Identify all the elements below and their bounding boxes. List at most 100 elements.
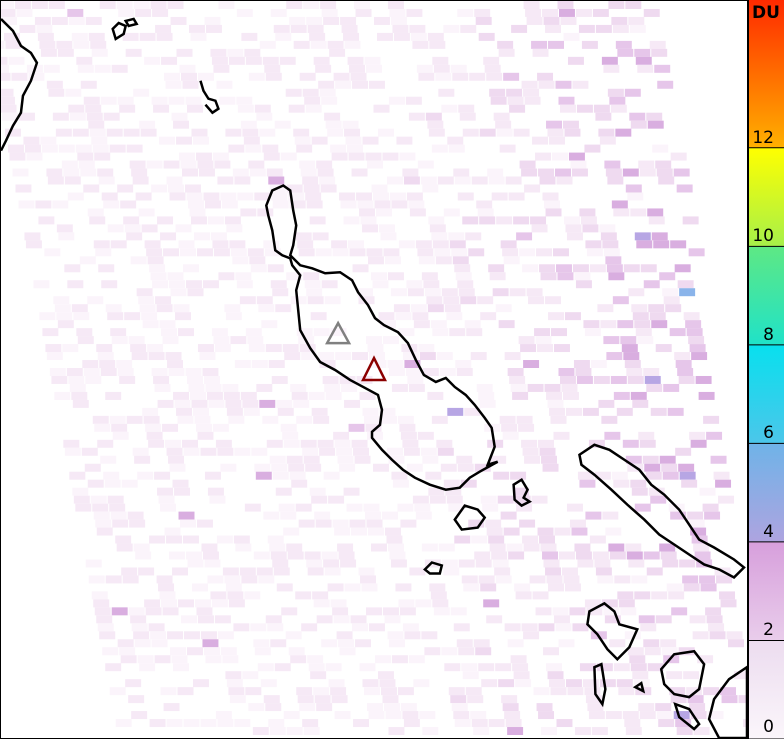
so2-pixel [359, 208, 375, 217]
so2-pixel [465, 232, 482, 241]
so2-pixel [328, 679, 345, 688]
so2-pixel [646, 112, 663, 121]
so2-pixel [168, 368, 185, 376]
so2-pixel [232, 168, 249, 177]
so2-pixel [446, 312, 463, 321]
so2-pixel [486, 72, 503, 81]
so2-pixel [422, 727, 439, 736]
so2-pixel [163, 160, 180, 169]
so2-pixel [669, 687, 686, 696]
so2-pixel [349, 64, 366, 73]
so2-pixel [431, 144, 448, 153]
so2-pixel [219, 96, 236, 105]
so2-pixel [66, 368, 83, 376]
so2-pixel [564, 128, 581, 137]
so2-pixel [386, 535, 403, 544]
so2-pixel [147, 256, 164, 265]
so2-pixel [362, 679, 379, 688]
so2-pixel [530, 216, 547, 225]
so2-pixel [539, 535, 556, 544]
so2-pixel [547, 399, 564, 408]
so2-pixel [450, 695, 467, 704]
coastline-islet [199, 80, 220, 115]
so2-pixel [229, 695, 246, 704]
so2-pixel [75, 503, 92, 512]
so2-pixel [742, 719, 747, 728]
so2-pixel [542, 8, 559, 17]
so2-pixel [164, 72, 181, 81]
so2-pixel [131, 168, 148, 177]
so2-pixel [337, 543, 354, 552]
so2-pixel [200, 719, 217, 728]
so2-pixel [448, 687, 465, 696]
so2-pixel [226, 407, 243, 416]
so2-pixel [319, 88, 336, 97]
so2-pixel [666, 583, 683, 592]
so2-pixel [272, 288, 289, 297]
so2-pixel [657, 80, 674, 89]
so2-pixel [250, 623, 267, 632]
so2-pixel [171, 655, 188, 664]
so2-pixel [374, 200, 391, 209]
so2-pixel [161, 328, 178, 337]
so2-pixel [600, 320, 617, 329]
so2-pixel [257, 663, 274, 672]
so2-pixel [36, 24, 53, 33]
so2-pixel [68, 104, 85, 113]
so2-pixel [332, 519, 349, 528]
so2-pixel [640, 623, 657, 632]
so2-pixel [638, 703, 655, 712]
so2-pixel [234, 176, 251, 185]
so2-pixel [533, 687, 550, 696]
so2-pixel [649, 40, 666, 49]
so2-pixel [94, 152, 111, 161]
so2-pixel [574, 272, 591, 281]
so2-pixel [116, 360, 133, 369]
so2-pixel [56, 312, 73, 321]
so2-pixel [325, 663, 342, 672]
so2-pixel [608, 272, 625, 281]
so2-pixel [305, 463, 322, 472]
so2-pixel [597, 304, 614, 313]
so2-pixel [429, 224, 446, 233]
so2-pixel [119, 104, 136, 113]
so2-pixel [131, 711, 148, 720]
so2-pixel [325, 391, 342, 400]
so2-pixel [604, 431, 621, 440]
so2-pixel [324, 296, 341, 305]
so2-pixel [400, 431, 417, 440]
so2-pixel [540, 543, 557, 552]
so2-pixel [630, 663, 647, 672]
so2-pixel [662, 288, 679, 297]
so2-pixel [133, 631, 150, 640]
so2-pixel [31, 1, 48, 9]
so2-pixel [486, 615, 503, 624]
so2-pixel [639, 439, 656, 448]
so2-pixel [309, 487, 326, 496]
so2-pixel [4, 32, 20, 41]
so2-pixel [554, 527, 571, 536]
so2-pixel [2, 112, 18, 121]
so2-pixel [658, 176, 675, 185]
so2-pixel [299, 703, 316, 712]
so2-pixel [467, 695, 484, 704]
so2-pixel [83, 368, 100, 376]
so2-pixel [73, 495, 90, 504]
so2-pixel [647, 663, 664, 672]
so2-pixel [97, 168, 114, 177]
so2-pixel [224, 575, 241, 584]
so2-pixel [635, 328, 652, 337]
so2-pixel [436, 439, 453, 448]
so2-pixel [377, 671, 394, 680]
so2-pixel [166, 447, 183, 456]
so2-pixel [687, 511, 704, 520]
so2-pixel [263, 511, 280, 520]
so2-pixel [409, 24, 426, 33]
colorbar-gradient [748, 0, 784, 739]
so2-pixel [545, 24, 561, 33]
so2-pixel [306, 559, 323, 568]
coastline-island-right [578, 443, 746, 579]
so2-pixel [367, 344, 384, 353]
so2-pixel [364, 687, 380, 696]
so2-pixel [512, 391, 529, 400]
